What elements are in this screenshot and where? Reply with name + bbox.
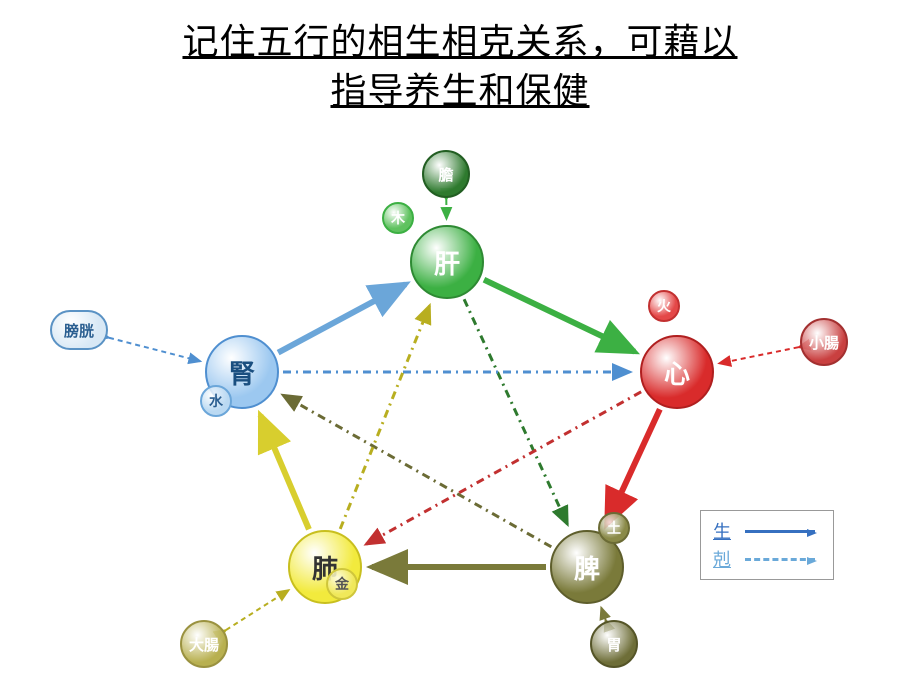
- organ-stomach: 胃: [590, 620, 638, 668]
- legend-sheng-label: 生: [713, 518, 735, 544]
- five-elements-diagram: 肝木心火脾土肺金腎水膽小腸胃大腸膀胱: [100, 140, 860, 670]
- legend-ke: 剋: [713, 545, 815, 573]
- organ-bladder: 膀胱: [50, 310, 108, 350]
- node-heart: 心: [640, 335, 714, 409]
- organ-lint: 大腸: [180, 620, 228, 668]
- element-lung: 金: [326, 568, 358, 600]
- legend-ke-label: 剋: [713, 546, 735, 572]
- element-liver: 木: [382, 202, 414, 234]
- legend-sheng-line: [745, 530, 815, 533]
- organ-gall: 膽: [422, 150, 470, 198]
- element-spleen: 土: [598, 512, 630, 544]
- legend-box: 生 剋: [700, 510, 834, 580]
- legend-sheng: 生: [713, 517, 815, 545]
- title-line1: 记住五行的相生相克关系，可藉以: [182, 22, 737, 62]
- element-heart: 火: [648, 290, 680, 322]
- element-kidney: 水: [200, 385, 232, 417]
- title-line2: 指导养生和保健: [330, 71, 589, 111]
- organ-smint: 小腸: [800, 318, 848, 366]
- page-title: 记住五行的相生相克关系，可藉以 指导养生和保健: [0, 0, 920, 115]
- node-liver: 肝: [410, 225, 484, 299]
- legend-ke-line: [745, 558, 815, 561]
